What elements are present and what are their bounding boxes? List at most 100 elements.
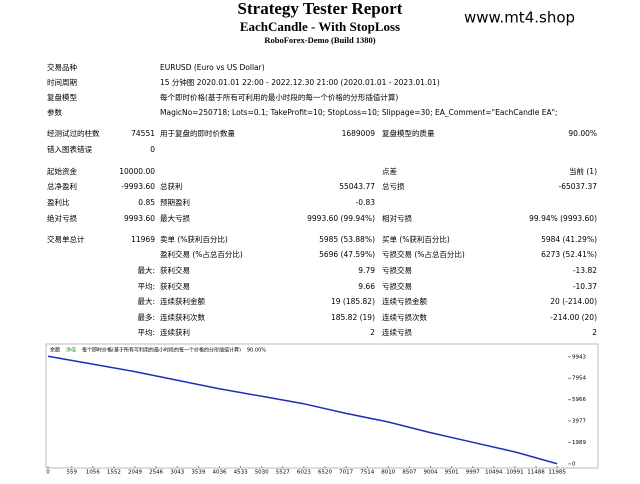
stat-value: 最大:: [137, 296, 155, 306]
stat-value: 平均:: [137, 327, 155, 337]
stat-value: -10.37: [573, 282, 597, 291]
info-label: 参数: [47, 107, 62, 117]
stat-label: 连续亏损次数: [382, 312, 427, 322]
legend-entry: 90.00%: [247, 348, 266, 354]
stat-value: 1689009: [342, 129, 376, 138]
stat-label: 最大亏损: [160, 213, 190, 223]
info-label: 交易品种: [47, 62, 77, 72]
x-tick-label: 1056: [86, 470, 100, 476]
legend-entry: 净值: [66, 347, 76, 354]
x-tick-label: 7017: [339, 470, 353, 476]
x-tick-label: 11985: [548, 470, 566, 476]
stat-value: 当前 (1): [569, 166, 597, 176]
x-tick-label: 7514: [360, 470, 374, 476]
legend-entry: 余额: [50, 347, 60, 354]
stat-label: 错入图表错误: [47, 144, 92, 154]
stat-value: -214.00 (20): [550, 313, 597, 322]
stat-value: 9.79: [358, 266, 375, 275]
stat-value: 平均:: [137, 281, 155, 291]
stat-value: 5696 (47.59%): [319, 250, 375, 259]
stat-value: -13.82: [573, 266, 597, 275]
stat-label: 获利交易: [160, 281, 190, 291]
stat-value: 9993.60 (99.94%): [307, 214, 375, 223]
stat-value: 11969: [131, 235, 155, 244]
stat-value: -0.83: [356, 198, 376, 207]
legend-entry: 每个即时价格(基于所有可利用的最小时段的每一个价格的分形插值计算): [82, 347, 241, 354]
stat-value: 0: [150, 145, 155, 154]
stat-label: 连续亏损: [382, 327, 412, 337]
stat-value: -9993.60: [121, 182, 155, 191]
stat-value: -65037.37: [559, 182, 598, 191]
y-tick-label: 9943: [572, 354, 586, 360]
stat-label: 亏损交易: [382, 281, 412, 291]
stat-value: 最多:: [137, 312, 155, 322]
x-tick-label: 2049: [128, 470, 142, 476]
stat-value: 9.66: [358, 282, 375, 291]
stat-value: 99.94% (9993.60): [529, 214, 597, 223]
y-tick-label: 5966: [572, 397, 586, 403]
x-tick-label: 8010: [381, 470, 395, 476]
x-tick-label: 4533: [234, 470, 248, 476]
x-tick-label: 4036: [212, 470, 226, 476]
stat-value: 最大:: [137, 265, 155, 275]
x-tick-label: 9997: [466, 470, 480, 476]
stat-label: 亏损交易 (%占总百分比): [382, 249, 465, 259]
x-tick-label: 10494: [485, 470, 503, 476]
server: RoboForex-Demo (Build 1380): [264, 35, 375, 45]
stat-label: 预期盈利: [160, 197, 190, 207]
stat-label: 起始资金: [47, 166, 77, 176]
stat-value: 6273 (52.41%): [541, 250, 597, 259]
stat-label: 经测试过的柱数: [47, 128, 100, 138]
x-tick-label: 9004: [424, 470, 438, 476]
x-tick-label: 5030: [255, 470, 269, 476]
stat-label: 买单 (%获利百分比): [382, 234, 450, 244]
x-tick-label: 3043: [170, 470, 184, 476]
y-tick-label: 3977: [572, 419, 586, 425]
stat-value: 90.00%: [568, 129, 597, 138]
stat-label: 盈利交易 (%占总百分比): [160, 249, 243, 259]
y-tick-label: 1989: [572, 440, 586, 446]
x-tick-label: 6520: [318, 470, 332, 476]
stat-label: 复盘模型的质量: [382, 128, 435, 138]
x-tick-label: 1552: [107, 470, 121, 476]
x-tick-label: 559: [66, 470, 77, 476]
stat-value: 5985 (53.88%): [319, 235, 375, 244]
info-value: 每个即时价格(基于所有可利用的最小时段的每一个价格的分形插值计算): [160, 92, 398, 102]
stat-label: 亏损交易: [382, 265, 412, 275]
x-tick-label: 3539: [191, 470, 205, 476]
stat-value: 2: [592, 328, 597, 337]
chart-frame: [45, 343, 599, 469]
watermark: www.mt4.shop: [464, 9, 575, 27]
stat-label: 连续获利金额: [160, 296, 205, 306]
stat-label: 总获利: [160, 181, 183, 191]
stat-value: 55043.77: [339, 182, 375, 191]
x-tick-label: 5527: [276, 470, 290, 476]
stat-label: 连续获利: [160, 327, 190, 337]
stat-value: 5984 (41.29%): [541, 235, 597, 244]
info-label: 时间周期: [47, 77, 77, 87]
stat-value: 19 (185.82): [331, 297, 375, 306]
title: Strategy Tester Report: [238, 0, 403, 18]
stat-label: 相对亏损: [382, 213, 412, 223]
x-tick-label: 10991: [506, 470, 524, 476]
x-tick-label: 2546: [149, 470, 163, 476]
info-value: EURUSD (Euro vs US Dollar): [160, 63, 265, 72]
stat-label: 总亏损: [382, 181, 405, 191]
stat-label: 点差: [382, 166, 397, 176]
stat-value: 2: [370, 328, 375, 337]
stat-label: 交易单总计: [47, 234, 85, 244]
stat-value: 9993.60: [124, 214, 155, 223]
stat-value: 20 (-214.00): [550, 297, 597, 306]
x-tick-label: 0: [46, 470, 50, 476]
info-value: MagicNo=250718; Lots=0.1; TakeProfit=10;…: [160, 108, 558, 117]
y-tick-label: 0: [572, 461, 576, 467]
stat-label: 卖单 (%获利百分比): [160, 234, 228, 244]
x-tick-label: 8507: [402, 470, 416, 476]
stat-label: 连续亏损金额: [382, 296, 427, 306]
subtitle: EachCandle - With StopLoss: [240, 19, 400, 34]
info-value: 15 分钟图 2020.01.01 22:00 - 2022.12.30 21:…: [160, 77, 440, 87]
stat-label: 绝对亏损: [47, 213, 77, 223]
stat-value: 185.82 (19): [331, 313, 375, 322]
